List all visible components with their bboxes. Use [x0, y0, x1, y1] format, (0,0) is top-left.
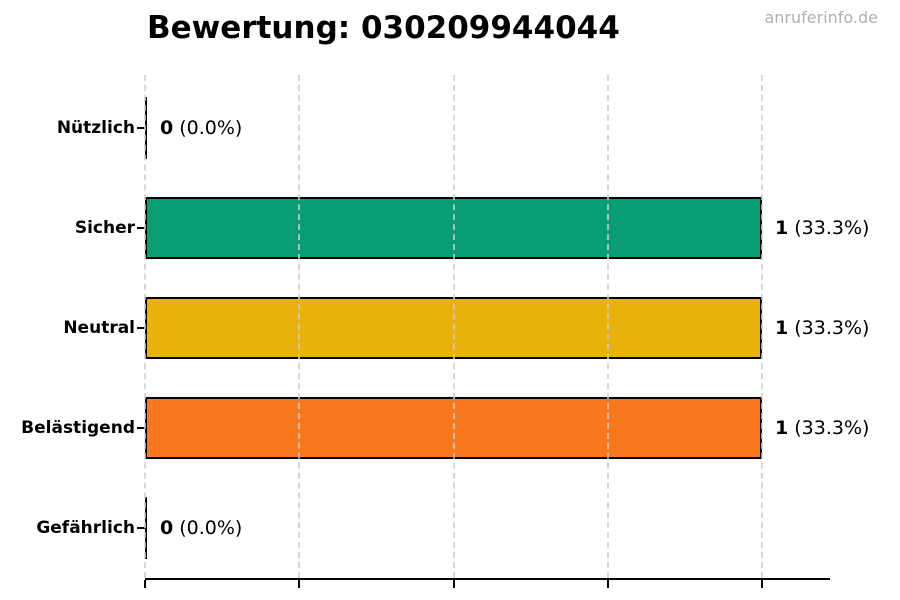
bar-wrap: 1 (33.3%) [145, 397, 869, 459]
bar [145, 97, 147, 159]
bar-value: 1 [775, 217, 789, 239]
bar [145, 397, 762, 459]
category-tick [137, 527, 145, 529]
bar-percentage: (0.0%) [179, 517, 243, 539]
bar-row: Nützlich 0 (0.0%) [0, 97, 900, 159]
category-label: Neutral [63, 318, 135, 338]
bar-value-label: 1 (33.3%) [775, 217, 869, 239]
x-axis-tick [761, 580, 763, 588]
bar-value: 1 [775, 417, 789, 439]
category-label: Sicher [74, 218, 135, 238]
bar-row: Belästigend 1 (33.3%) [0, 397, 900, 459]
bar-value-label: 0 (0.0%) [160, 517, 242, 539]
bar-percentage: (33.3%) [794, 417, 870, 439]
bar-wrap: 1 (33.3%) [145, 297, 869, 359]
bar-value: 0 [160, 117, 174, 139]
category-tick [137, 227, 145, 229]
bar-value-label: 1 (33.3%) [775, 417, 869, 439]
bar-value-label: 1 (33.3%) [775, 317, 869, 339]
x-axis-tick [452, 580, 455, 588]
bar [145, 297, 762, 359]
bar-row: Sicher 1 (33.3%) [0, 197, 900, 259]
bar-wrap: 0 (0.0%) [145, 497, 242, 559]
bar-percentage: (33.3%) [794, 317, 870, 339]
bar [145, 197, 762, 259]
x-axis-tick [144, 580, 146, 588]
bar-row: Neutral 1 (33.3%) [0, 297, 900, 359]
bar-wrap: 0 (0.0%) [145, 97, 242, 159]
category-label: Nützlich [56, 118, 135, 138]
bar-row: Gefährlich 0 (0.0%) [0, 497, 900, 559]
bar-value: 1 [775, 317, 789, 339]
category-tick [137, 327, 145, 329]
bar-value: 0 [160, 517, 174, 539]
category-tick [137, 127, 145, 129]
bar-wrap: 1 (33.3%) [145, 197, 869, 259]
x-axis-tick [298, 580, 301, 588]
bar-percentage: (0.0%) [179, 117, 243, 139]
chart-title: Bewertung: 030209944044 [147, 10, 620, 46]
bar-percentage: (33.3%) [794, 217, 870, 239]
category-label: Gefährlich [36, 518, 135, 538]
watermark: anruferinfo.de [764, 8, 878, 27]
category-label: Belästigend [21, 418, 135, 438]
x-axis-tick [606, 580, 609, 588]
bar-value-label: 0 (0.0%) [160, 117, 242, 139]
bar [145, 497, 147, 559]
category-tick [137, 427, 145, 429]
